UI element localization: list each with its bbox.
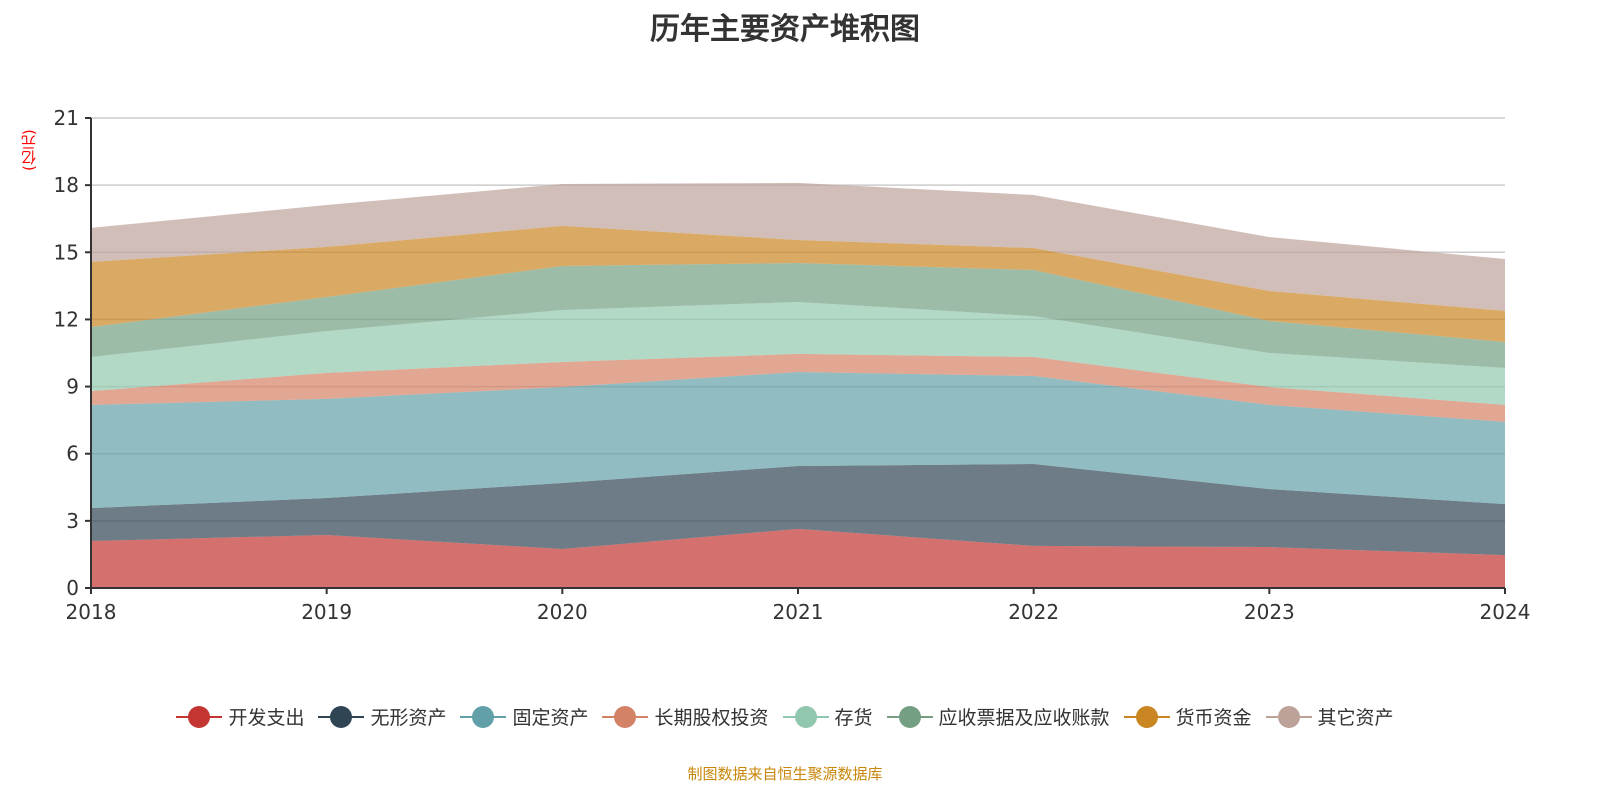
area-应收票据及应收账款	[91, 263, 1505, 368]
legend-marker-icon	[176, 705, 223, 728]
y-tick-label: 21	[54, 106, 79, 130]
stacked-area-chart: 0 3 6 9 12 15 18 21 2018 2019 2020 2021 2022 2023 2024	[54, 106, 1531, 624]
legend-item[interactable]: 存货	[782, 703, 873, 730]
legend-label: 开发支出	[228, 707, 305, 729]
x-tick-label: 2019	[301, 600, 352, 624]
y-tick-label: 18	[54, 173, 79, 197]
legend-marker-icon	[1123, 705, 1170, 728]
y-tick-label: 0	[66, 576, 79, 600]
y-tick-label: 12	[54, 307, 79, 331]
legend-item[interactable]: 长期股权投资	[602, 703, 769, 730]
legend-label: 无形资产	[370, 707, 447, 729]
x-tick-label: 2024	[1480, 600, 1531, 624]
area-长期股权投资	[91, 353, 1505, 422]
x-tick-label: 2020	[537, 600, 588, 624]
legend-item[interactable]: 开发支出	[176, 703, 304, 730]
legend-item[interactable]: 其它资产	[1265, 703, 1394, 730]
y-tick-label: 6	[66, 442, 79, 466]
legend-label: 长期股权投资	[654, 707, 769, 729]
data-source-note: 制图数据来自恒生聚源数据库	[687, 765, 883, 783]
legend-label: 固定资产	[512, 707, 589, 729]
chart-title: 历年主要资产堆积图	[650, 12, 920, 47]
x-tick-label: 2023	[1244, 600, 1295, 624]
x-tick-label: 2022	[1008, 600, 1059, 624]
y-tick-label: 3	[66, 509, 79, 533]
legend: 开发支出 无形资产 固定资产 长期股权投资 存货 应收票据及应收账款 货币资金 其它资产	[0, 703, 1570, 730]
area-无形资产	[91, 464, 1505, 556]
legend-marker-icon	[602, 705, 649, 728]
area-固定资产	[91, 372, 1505, 509]
area-其它资产	[91, 182, 1505, 311]
x-tick-label: 2021	[773, 600, 824, 624]
legend-marker-icon	[1265, 705, 1312, 728]
x-tick-label: 2018	[66, 600, 117, 624]
area-开发支出	[91, 528, 1505, 588]
area-存货	[91, 301, 1505, 405]
legend-marker-icon	[886, 705, 933, 728]
legend-label: 其它资产	[1317, 707, 1394, 729]
legend-label: 应收票据及应收账款	[938, 707, 1110, 729]
legend-item[interactable]: 货币资金	[1123, 703, 1252, 730]
legend-marker-icon	[318, 705, 365, 728]
legend-marker-icon	[782, 705, 829, 728]
legend-label: 货币资金	[1175, 707, 1252, 729]
y-tick-label: 9	[66, 375, 79, 399]
y-tick-label: 15	[54, 240, 79, 264]
legend-item[interactable]: 无形资产	[318, 703, 446, 730]
legend-item[interactable]: 固定资产	[460, 703, 588, 730]
area-货币资金	[91, 225, 1505, 343]
legend-marker-icon	[460, 705, 507, 728]
legend-item[interactable]: 应收票据及应收账款	[886, 703, 1110, 730]
legend-label: 存货	[834, 707, 873, 729]
